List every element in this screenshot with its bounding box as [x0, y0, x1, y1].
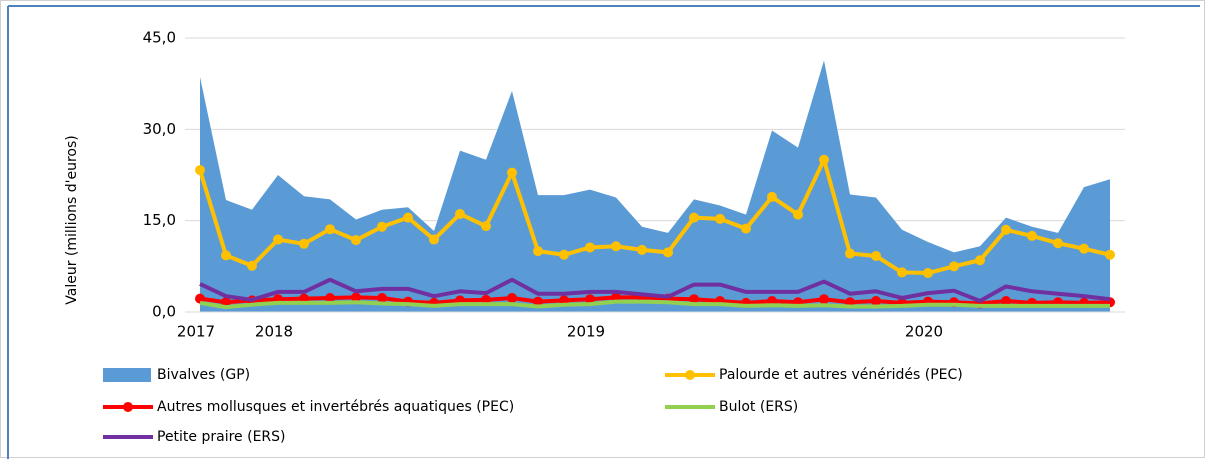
marker: [299, 238, 309, 249]
marker: [715, 213, 725, 224]
y-tick-label: 30,0: [143, 120, 176, 138]
x-tick-label: 2018: [255, 323, 293, 341]
marker: [273, 234, 283, 245]
marker: [767, 191, 777, 202]
marker: [533, 246, 543, 257]
legend-label: Bivalves (GP): [157, 367, 250, 383]
marker: [637, 244, 647, 255]
marker: [351, 235, 361, 246]
x-tick-label: 2017: [177, 323, 215, 341]
marker: [221, 250, 231, 261]
marker: [845, 248, 855, 259]
marker: [507, 167, 517, 178]
legend-label: Petite praire (ERS): [157, 429, 286, 445]
marker: [481, 221, 491, 232]
marker: [325, 292, 335, 303]
marker: [377, 292, 387, 303]
marker: [949, 261, 959, 272]
marker: [325, 224, 335, 235]
marker: [1001, 296, 1011, 307]
marker: [1001, 224, 1011, 235]
marker: [455, 208, 465, 219]
marker: [195, 293, 205, 304]
marker: [897, 267, 907, 278]
marker: [793, 209, 803, 220]
marker: [871, 296, 881, 307]
y-tick-label: 45,0: [143, 29, 176, 47]
marker: [507, 292, 517, 303]
legend-marker: [123, 402, 133, 412]
marker: [559, 249, 569, 260]
marker: [689, 212, 699, 223]
marker: [923, 268, 933, 279]
marker: [585, 294, 595, 305]
y-tick-label: 15,0: [143, 211, 176, 229]
marker: [975, 255, 985, 266]
area: [200, 60, 1110, 313]
x-tick-label: 2020: [905, 323, 943, 341]
marker: [403, 212, 413, 223]
marker: [741, 223, 751, 234]
marker: [663, 247, 673, 258]
marker: [819, 294, 829, 305]
x-tick-label: 2019: [567, 323, 605, 341]
legend-marker: [685, 370, 695, 380]
y-axis-label: Valeur (millions d'euros): [64, 135, 80, 304]
y-tick-label: 0,0: [152, 303, 176, 321]
marker: [1105, 249, 1115, 260]
marker: [819, 154, 829, 165]
marker: [1079, 243, 1089, 254]
legend-label: Palourde et autres vénéridés (PEC): [719, 367, 963, 383]
line: [199, 299, 1110, 310]
marker: [611, 241, 621, 252]
line: [199, 277, 1111, 304]
marker: [1027, 230, 1037, 241]
marker: [1053, 238, 1063, 249]
legend-label: Bulot (ERS): [719, 399, 798, 415]
marker: [871, 250, 881, 261]
marker: [377, 221, 387, 232]
legend-label: Autres mollusques et invertébrés aquatiq…: [157, 399, 514, 415]
marker: [585, 242, 595, 253]
marker: [689, 294, 699, 305]
marker: [429, 234, 439, 245]
marker: [533, 296, 543, 307]
marker: [351, 292, 361, 303]
legend-swatch: [103, 368, 151, 382]
marker: [195, 165, 205, 176]
marker: [247, 260, 257, 271]
